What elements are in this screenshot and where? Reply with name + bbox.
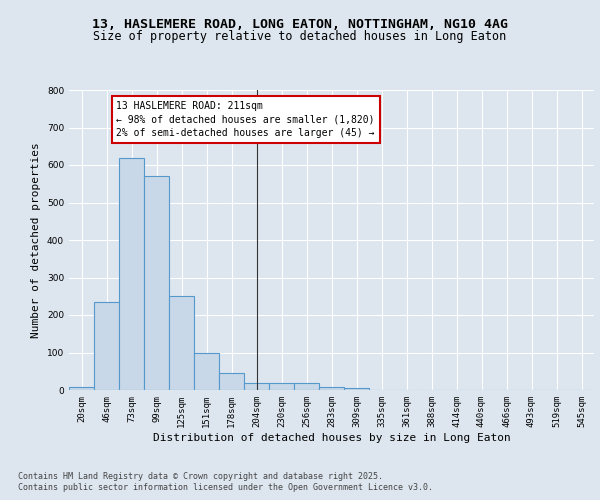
Bar xyxy=(194,353,219,390)
Text: Contains HM Land Registry data © Crown copyright and database right 2025.: Contains HM Land Registry data © Crown c… xyxy=(18,472,383,481)
Text: Size of property relative to detached houses in Long Eaton: Size of property relative to detached ho… xyxy=(94,30,506,43)
Bar xyxy=(169,296,194,390)
Text: Contains public sector information licensed under the Open Government Licence v3: Contains public sector information licen… xyxy=(18,484,433,492)
Bar xyxy=(344,388,369,390)
Bar xyxy=(319,387,344,390)
Bar xyxy=(219,373,244,390)
Bar xyxy=(119,158,144,390)
Bar xyxy=(244,382,269,390)
Y-axis label: Number of detached properties: Number of detached properties xyxy=(31,142,41,338)
Text: 13 HASLEMERE ROAD: 211sqm
← 98% of detached houses are smaller (1,820)
2% of sem: 13 HASLEMERE ROAD: 211sqm ← 98% of detac… xyxy=(116,101,375,138)
X-axis label: Distribution of detached houses by size in Long Eaton: Distribution of detached houses by size … xyxy=(152,432,511,442)
Bar xyxy=(269,382,294,390)
Text: 13, HASLEMERE ROAD, LONG EATON, NOTTINGHAM, NG10 4AG: 13, HASLEMERE ROAD, LONG EATON, NOTTINGH… xyxy=(92,18,508,30)
Bar xyxy=(94,302,119,390)
Bar xyxy=(69,387,94,390)
Bar xyxy=(294,383,319,390)
Bar xyxy=(144,176,169,390)
